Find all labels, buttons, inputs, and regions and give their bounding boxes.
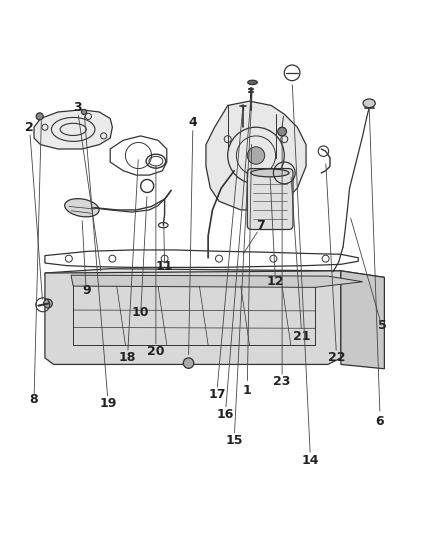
FancyBboxPatch shape — [247, 168, 293, 230]
Circle shape — [44, 299, 52, 308]
Text: 8: 8 — [30, 393, 39, 406]
Text: 7: 7 — [256, 219, 265, 232]
Circle shape — [81, 109, 87, 115]
Text: 16: 16 — [217, 408, 234, 421]
Text: 6: 6 — [376, 415, 384, 427]
Text: 9: 9 — [82, 284, 91, 297]
Polygon shape — [206, 101, 306, 210]
Circle shape — [184, 358, 194, 368]
Text: 12: 12 — [267, 275, 284, 288]
Ellipse shape — [363, 99, 375, 108]
Text: 19: 19 — [99, 397, 117, 410]
Polygon shape — [341, 271, 385, 369]
Text: 2: 2 — [25, 121, 34, 134]
Ellipse shape — [248, 80, 257, 85]
Text: 22: 22 — [328, 351, 345, 365]
Text: 3: 3 — [73, 101, 82, 114]
Text: 17: 17 — [208, 389, 226, 401]
Circle shape — [36, 113, 43, 120]
Text: 5: 5 — [378, 319, 387, 332]
Text: 1: 1 — [243, 384, 252, 397]
Ellipse shape — [251, 169, 289, 177]
Text: 14: 14 — [302, 454, 319, 467]
Text: 20: 20 — [147, 345, 165, 358]
Circle shape — [278, 127, 286, 136]
Text: 18: 18 — [119, 351, 136, 365]
Text: 10: 10 — [132, 306, 149, 319]
Text: 15: 15 — [226, 434, 243, 447]
Text: 23: 23 — [273, 375, 291, 389]
Text: 21: 21 — [293, 329, 311, 343]
Polygon shape — [71, 275, 363, 287]
Polygon shape — [45, 271, 341, 365]
Text: 4: 4 — [188, 116, 197, 130]
Text: 11: 11 — [156, 260, 173, 273]
Ellipse shape — [65, 199, 99, 217]
Circle shape — [247, 147, 265, 164]
Polygon shape — [45, 269, 385, 283]
Polygon shape — [34, 110, 113, 149]
